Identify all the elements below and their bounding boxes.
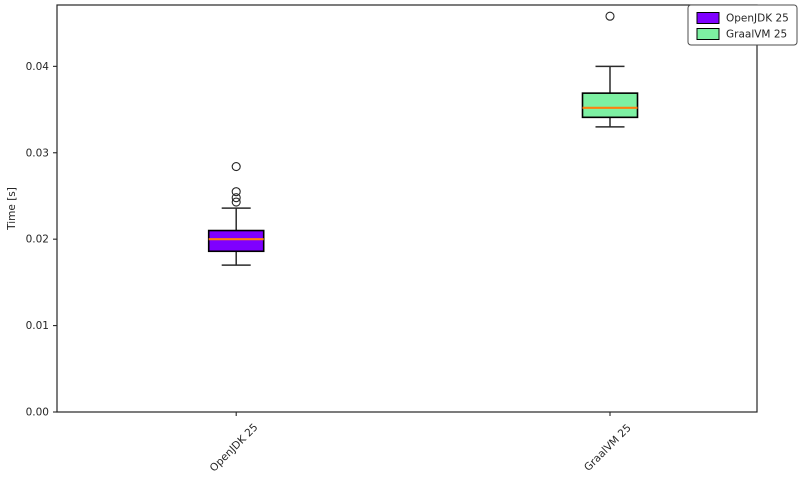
box-rect (581, 92, 639, 119)
x-tick-label: OpenJDK 25 (208, 421, 261, 474)
y-axis-label: Time [s] (6, 187, 18, 231)
y-tick-label: 0.00 (26, 407, 49, 419)
outlier-point (231, 162, 241, 172)
legend-label: OpenJDK 25 (726, 13, 789, 25)
outlier-point (231, 197, 241, 207)
legend-swatch (696, 28, 720, 40)
legend-label: GraalVM 25 (726, 29, 787, 41)
x-tick-label: GraalVM 25 (582, 422, 634, 474)
legend-swatch (696, 12, 720, 24)
legend: OpenJDK 25 GraalVM 25 (687, 4, 798, 46)
y-tick-label: 0.03 (26, 147, 49, 159)
box-rect (207, 229, 265, 253)
box-group (581, 11, 639, 128)
plot-border (56, 4, 758, 413)
y-tick-label: 0.04 (26, 61, 50, 73)
box-group (207, 162, 265, 266)
outlier-point (605, 11, 615, 21)
y-tick-label: 0.01 (26, 320, 49, 332)
outlier-point (231, 187, 241, 197)
outlier-point (231, 193, 241, 203)
y-tick-label: 0.02 (26, 234, 49, 246)
